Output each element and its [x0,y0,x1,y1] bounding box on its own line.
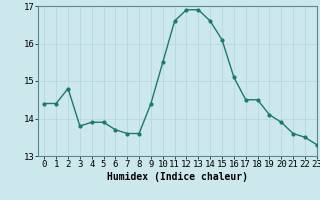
X-axis label: Humidex (Indice chaleur): Humidex (Indice chaleur) [107,172,248,182]
